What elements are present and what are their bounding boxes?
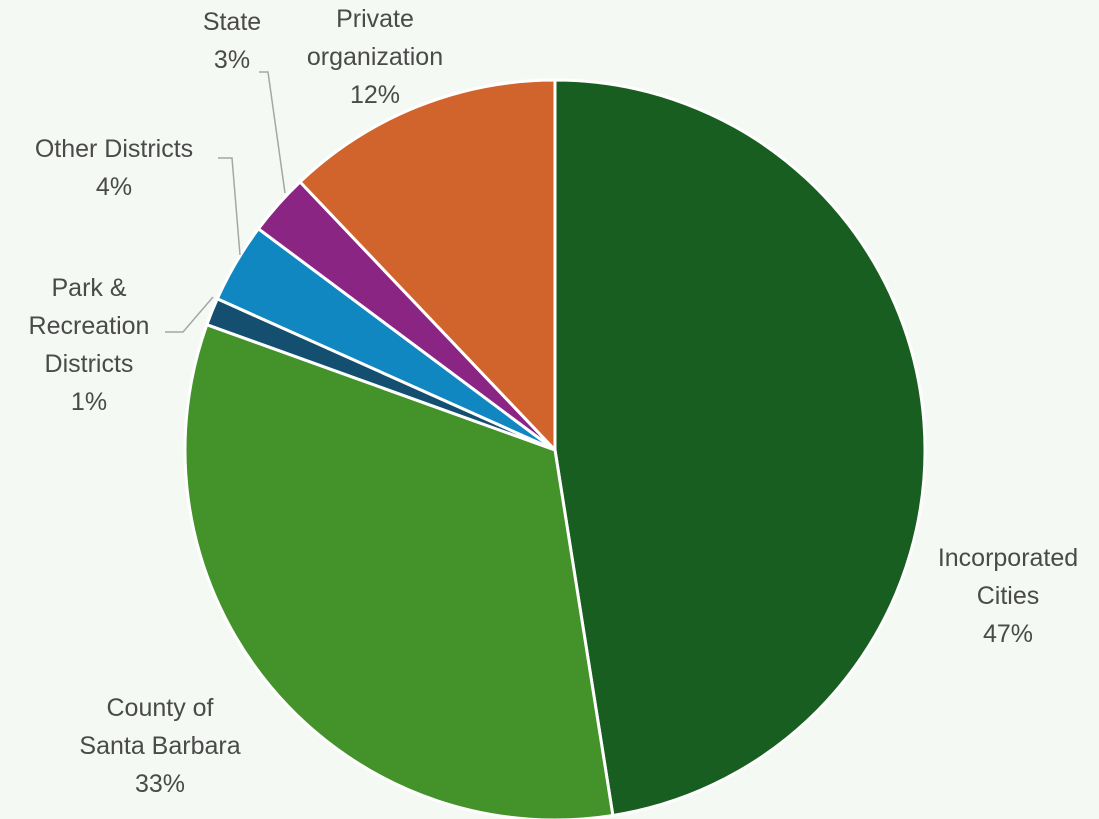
- slice-label: State 3%: [203, 8, 261, 74]
- slice-label: Park & Recreation Districts 1%: [29, 274, 150, 416]
- slice-name-line: Other Districts: [35, 135, 193, 163]
- slice-label: Incorporated Cities 47%: [938, 544, 1078, 648]
- slice-percent: 1%: [71, 388, 107, 416]
- slice-labels: Incorporated Cities 47% County of Santa Barb…: [29, 5, 1079, 798]
- slice-name-line: Cities: [977, 582, 1040, 610]
- slice-percent: 3%: [214, 46, 250, 74]
- pie-slices: [183, 78, 927, 819]
- slice-percent: 12%: [350, 81, 400, 109]
- slice-name-line: County of: [106, 694, 213, 722]
- slice-percent: 33%: [135, 770, 185, 798]
- leader-lines: [165, 71, 286, 333]
- slice-percent: 4%: [96, 173, 132, 201]
- slice-name-line: Districts: [45, 350, 134, 378]
- slice-name-line: Incorporated: [938, 544, 1078, 572]
- slice-label: Private organization 12%: [307, 5, 443, 109]
- slice-label: Other Districts 4%: [35, 135, 193, 201]
- slice-name-line: State: [203, 8, 261, 36]
- pie-slice-incorporated-cities: [553, 78, 927, 817]
- slice-name-line: organization: [307, 43, 443, 71]
- leader-line: [165, 296, 214, 333]
- slice-name-line: Private: [336, 5, 414, 33]
- leader-line: [218, 157, 241, 256]
- leader-line: [259, 71, 286, 194]
- slice-label: County of Santa Barbara 33%: [79, 694, 240, 798]
- slice-name-line: Park &: [51, 274, 126, 302]
- pie-slice-county-of-santa-barbara: [183, 323, 615, 819]
- pie-slice-private-organization: [298, 78, 557, 452]
- slice-percent: 47%: [983, 620, 1033, 648]
- slice-name-line: Santa Barbara: [79, 732, 240, 760]
- slice-name-line: Recreation: [29, 312, 150, 340]
